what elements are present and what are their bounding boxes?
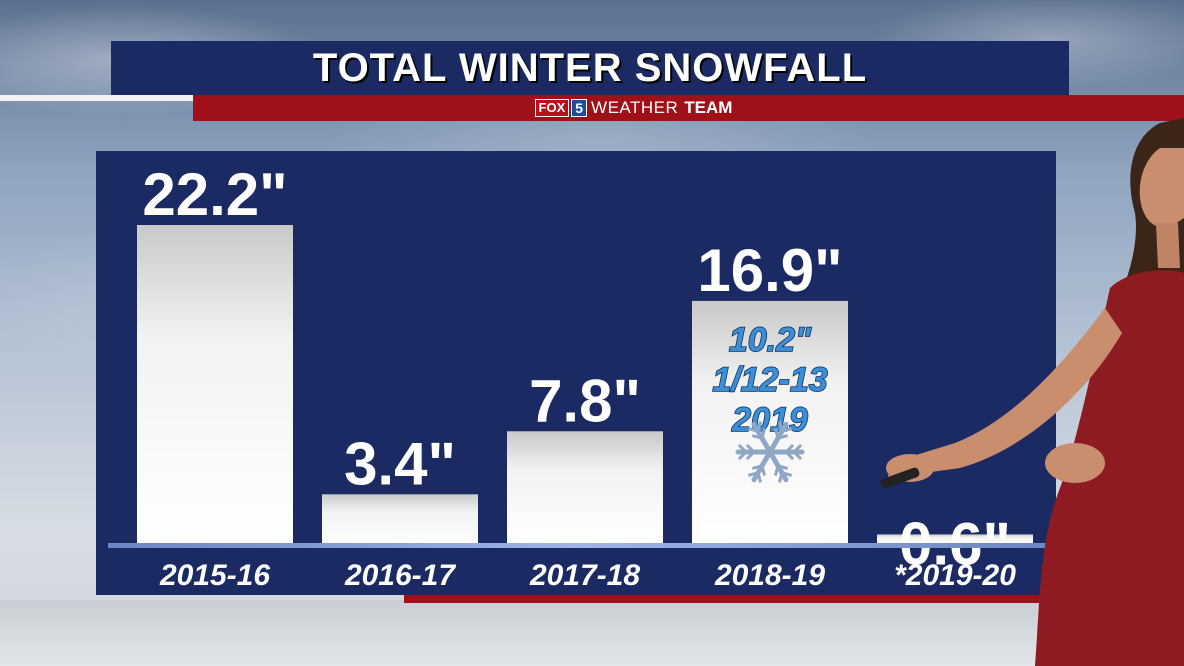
annotation-line: 1/12-13 bbox=[712, 361, 827, 399]
logo-weather: WEATHER bbox=[591, 98, 679, 117]
title-banner: TOTAL WINTER SNOWFALL bbox=[111, 41, 1069, 95]
chart-baseline bbox=[108, 543, 1048, 548]
category-label: 2015-16 bbox=[159, 559, 270, 592]
annotation-line: 10.2" bbox=[729, 321, 812, 359]
studio-floor bbox=[0, 600, 1184, 666]
value-label: 3.4" bbox=[344, 430, 456, 497]
value-label: 22.2" bbox=[142, 161, 287, 228]
bar-2019-20 bbox=[877, 534, 1033, 543]
decorative-rail bbox=[0, 95, 200, 101]
bar-2016-17 bbox=[322, 494, 478, 543]
category-label: *2019-20 bbox=[894, 559, 1016, 592]
station-logo: FOX 5 WEATHER TEAM bbox=[534, 98, 733, 118]
category-label: 2016-17 bbox=[344, 559, 456, 592]
value-label: 7.8" bbox=[529, 367, 641, 434]
logo-fox: FOX bbox=[534, 99, 570, 117]
branding-strip: FOX 5 WEATHER TEAM bbox=[193, 95, 1184, 121]
snowflake-icon bbox=[735, 421, 805, 483]
logo-five: 5 bbox=[571, 99, 588, 117]
presenter-figure bbox=[880, 118, 1184, 666]
category-label: 2018-19 bbox=[714, 559, 825, 592]
value-label: 16.9" bbox=[697, 237, 842, 304]
bar-2018-19 bbox=[692, 300, 848, 543]
chart-title: TOTAL WINTER SNOWFALL bbox=[312, 45, 868, 90]
annotation-line: 2019 bbox=[731, 401, 808, 439]
bar-2015-16 bbox=[137, 225, 293, 543]
panel-accent-strip bbox=[404, 595, 1056, 603]
bar-2017-18 bbox=[507, 431, 663, 543]
logo-team: TEAM bbox=[684, 98, 733, 117]
category-label: 2017-18 bbox=[529, 559, 640, 592]
